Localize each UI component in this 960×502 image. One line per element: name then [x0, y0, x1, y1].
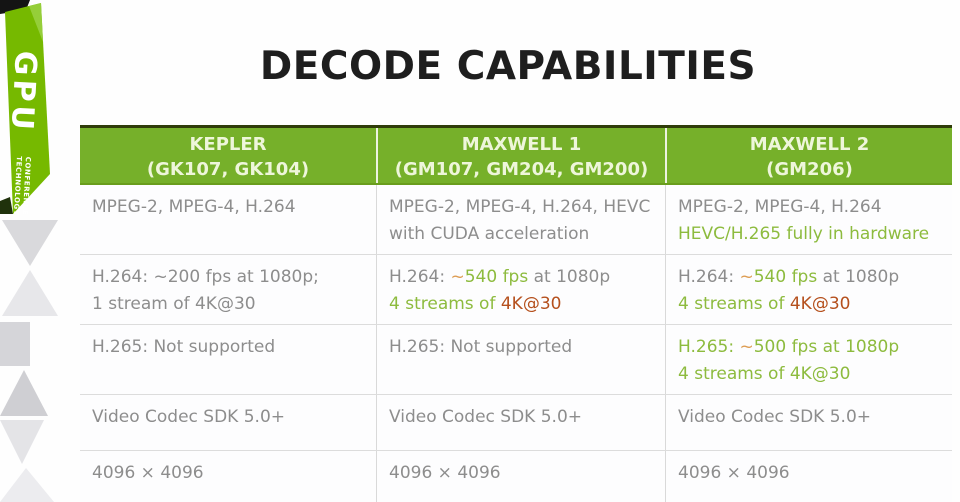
column-subtitle: (GK107, GK104)	[146, 159, 310, 180]
table-cell-text: 4096 × 4096	[389, 463, 501, 483]
table-cell-line: 4 streams of 4K@30	[389, 291, 651, 318]
table-cell: Video Codec SDK 5.0+	[80, 395, 376, 450]
column-title: MAXWELL 1	[461, 134, 582, 155]
table-cell-text: at 1080p	[817, 267, 900, 287]
table-cell-line: H.264: ~540 fps at 1080p	[389, 264, 651, 291]
table-cell: H.264: ~540 fps at 1080p 4 streams of 4K@…	[376, 255, 665, 324]
table-cell: MPEG-2, MPEG-4, H.264, HEVC with CUDA acc…	[376, 185, 665, 254]
table-cell-text: H.264:	[389, 267, 451, 287]
decode-capabilities-table: KEPLER (GK107, GK104) MAXWELL 1 (GM107, …	[80, 125, 952, 502]
page-title: DECODE CAPABILITIES	[259, 44, 757, 89]
table-cell-text: HEVC/H.265 fully in hardware	[678, 224, 930, 244]
table-row: H.265: Not supported H.265: Not supported…	[80, 325, 952, 395]
column-header-maxwell2: MAXWELL 2 (GM206)	[665, 128, 952, 183]
table-cell-text: at 1080p	[528, 267, 611, 287]
column-header-kepler: KEPLER (GK107, GK104)	[80, 128, 376, 183]
column-subtitle: (GM206)	[766, 159, 853, 180]
chevron-watermark-icon	[0, 220, 58, 502]
table-cell-line: 4 streams of 4K@30	[678, 291, 938, 318]
table-cell-line: with CUDA acceleration	[389, 221, 651, 248]
table-cell-text: ~	[450, 267, 465, 287]
table-cell-text: ~	[739, 337, 754, 357]
table-row: Video Codec SDK 5.0+ Video Codec SDK 5.0+…	[80, 395, 952, 451]
table-cell-text: 540 fps	[753, 267, 818, 287]
table-cell-text: H.265:	[678, 337, 740, 357]
table-cell-text: 1 stream of 4K@30	[92, 294, 256, 314]
table-row: H.264: ~200 fps at 1080p; 1 stream of 4K@…	[80, 255, 952, 325]
table-row: MPEG-2, MPEG-4, H.264 MPEG-2, MPEG-4, H.2…	[80, 185, 952, 255]
column-title: KEPLER	[189, 134, 267, 155]
table-cell-text: H.265: Not supported	[389, 337, 573, 357]
column-title: MAXWELL 2	[749, 134, 870, 155]
table-cell-line: 4096 × 4096	[92, 460, 362, 487]
table-cell-line: H.264: ~200 fps at 1080p;	[92, 264, 362, 291]
table-cell: H.265: ~500 fps at 1080p 4 streams of 4K@…	[665, 325, 952, 394]
table-cell-text: 4K@30	[500, 294, 562, 314]
table-cell-text: H.264:	[678, 267, 740, 287]
table-cell-text: Video Codec SDK 5.0+	[92, 407, 286, 427]
table-cell-text: 4096 × 4096	[92, 463, 204, 483]
table-cell-text: 4 streams of	[678, 294, 790, 314]
table-cell-text: Video Codec SDK 5.0+	[389, 407, 583, 427]
table-body: MPEG-2, MPEG-4, H.264 MPEG-2, MPEG-4, H.2…	[80, 185, 952, 502]
table-cell: H.265: Not supported	[376, 325, 665, 394]
table-cell-line: HEVC/H.265 fully in hardware	[678, 221, 938, 248]
column-header-maxwell1: MAXWELL 1 (GM107, GM204, GM200)	[376, 128, 665, 183]
table-cell: 4096 × 4096	[80, 451, 376, 502]
table-cell-text: with CUDA acceleration	[389, 224, 590, 244]
table-cell-text: H.264: ~200 fps at 1080p;	[92, 267, 319, 287]
table-cell-text: ~	[739, 267, 754, 287]
table-header-row: KEPLER (GK107, GK104) MAXWELL 1 (GM107, …	[80, 125, 952, 185]
table-cell-line: H.265: ~500 fps at 1080p	[678, 334, 938, 361]
table-cell-text: 4K@30	[789, 294, 851, 314]
table-cell-line: H.265: Not supported	[92, 334, 362, 361]
gtc-subtitle-text: TECHNOLOGY CONFERENCE	[11, 156, 32, 216]
table-cell-line: MPEG-2, MPEG-4, H.264	[92, 194, 362, 221]
table-cell: H.264: ~540 fps at 1080p 4 streams of 4K@…	[665, 255, 952, 324]
table-cell-text: MPEG-2, MPEG-4, H.264, HEVC	[389, 197, 651, 217]
table-cell-line: 4096 × 4096	[678, 460, 938, 487]
table-cell-text: 4 streams of	[389, 294, 501, 314]
table-cell-line: 4 streams of 4K@30	[678, 361, 938, 388]
table-cell: MPEG-2, MPEG-4, H.264	[80, 185, 376, 254]
table-cell-line: Video Codec SDK 5.0+	[92, 404, 362, 431]
table-cell-text: 4 streams of 4K@30	[678, 364, 851, 384]
table-cell-text: 500 fps at 1080p	[753, 337, 900, 357]
table-cell-line: 4096 × 4096	[389, 460, 651, 487]
table-cell-line: MPEG-2, MPEG-4, H.264	[678, 194, 938, 221]
table-cell: MPEG-2, MPEG-4, H.264 HEVC/H.265 fully in…	[665, 185, 952, 254]
table-cell: 4096 × 4096	[665, 451, 952, 502]
table-cell-line: 1 stream of 4K@30	[92, 291, 362, 318]
table-cell: H.264: ~200 fps at 1080p; 1 stream of 4K@…	[80, 255, 376, 324]
table-cell-line: H.265: Not supported	[389, 334, 651, 361]
table-cell: Video Codec SDK 5.0+	[665, 395, 952, 450]
table-cell-text: MPEG-2, MPEG-4, H.264	[92, 197, 296, 217]
gpu-brand-text: GPU	[3, 49, 43, 135]
table-cell-line: Video Codec SDK 5.0+	[678, 404, 938, 431]
table-cell: 4096 × 4096	[376, 451, 665, 502]
table-cell-line: Video Codec SDK 5.0+	[389, 404, 651, 431]
column-subtitle: (GM107, GM204, GM200)	[394, 159, 649, 180]
table-cell-line: H.264: ~540 fps at 1080p	[678, 264, 938, 291]
table-cell: Video Codec SDK 5.0+	[376, 395, 665, 450]
table-cell-text: Video Codec SDK 5.0+	[678, 407, 872, 427]
table-cell-line: MPEG-2, MPEG-4, H.264, HEVC	[389, 194, 651, 221]
table-row: 4096 × 4096 4096 × 4096 4096 × 4096	[80, 451, 952, 502]
table-cell-text: 540 fps	[464, 267, 529, 287]
gtc-ribbon-icon	[0, 0, 50, 214]
table-cell-text: H.265: Not supported	[92, 337, 276, 357]
table-cell-text: 4096 × 4096	[678, 463, 790, 483]
table-cell: H.265: Not supported	[80, 325, 376, 394]
table-cell-text: MPEG-2, MPEG-4, H.264	[678, 197, 882, 217]
